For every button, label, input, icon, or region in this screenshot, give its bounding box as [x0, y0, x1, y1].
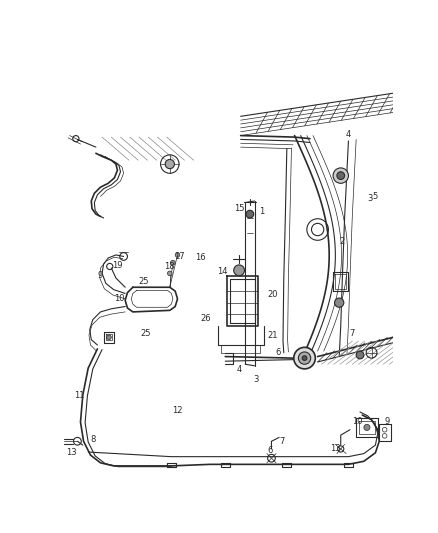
Text: 10: 10 — [353, 417, 363, 426]
Text: 13: 13 — [330, 445, 341, 454]
Circle shape — [302, 356, 307, 360]
Text: 11: 11 — [74, 391, 84, 400]
Circle shape — [294, 348, 315, 369]
Text: 12: 12 — [172, 406, 183, 415]
Text: 14: 14 — [217, 268, 227, 276]
Text: 7: 7 — [279, 437, 285, 446]
Text: 15: 15 — [234, 204, 244, 213]
Circle shape — [337, 172, 345, 180]
Text: 25: 25 — [138, 277, 149, 286]
Circle shape — [170, 260, 175, 265]
Circle shape — [298, 352, 311, 364]
Text: 7: 7 — [350, 329, 355, 338]
Text: 16: 16 — [195, 254, 206, 262]
Circle shape — [107, 335, 111, 340]
Circle shape — [246, 210, 254, 218]
Text: 4: 4 — [237, 365, 242, 374]
Text: 13: 13 — [66, 448, 77, 457]
Text: 1: 1 — [260, 207, 265, 216]
Circle shape — [333, 168, 349, 183]
Text: 8: 8 — [90, 435, 95, 444]
Text: 4: 4 — [346, 130, 351, 139]
Circle shape — [167, 271, 172, 276]
Text: 17: 17 — [174, 252, 184, 261]
Text: 19: 19 — [112, 261, 123, 270]
Circle shape — [335, 298, 344, 308]
Text: 9: 9 — [384, 417, 389, 426]
Text: 3: 3 — [253, 375, 259, 384]
Circle shape — [364, 424, 370, 431]
Circle shape — [165, 159, 174, 168]
Circle shape — [175, 253, 180, 257]
Text: 6: 6 — [267, 446, 272, 455]
Text: 26: 26 — [200, 313, 211, 322]
Text: 20: 20 — [267, 290, 277, 300]
Circle shape — [356, 351, 364, 359]
Text: 18: 18 — [164, 262, 174, 271]
Circle shape — [234, 265, 244, 276]
Text: 10: 10 — [114, 294, 124, 303]
Text: 25: 25 — [140, 329, 150, 338]
Text: 21: 21 — [267, 330, 277, 340]
Text: 9: 9 — [97, 271, 102, 280]
Text: 2: 2 — [339, 237, 345, 246]
Text: 3: 3 — [367, 194, 373, 203]
Text: 5: 5 — [373, 192, 378, 201]
Text: 6: 6 — [275, 348, 280, 357]
